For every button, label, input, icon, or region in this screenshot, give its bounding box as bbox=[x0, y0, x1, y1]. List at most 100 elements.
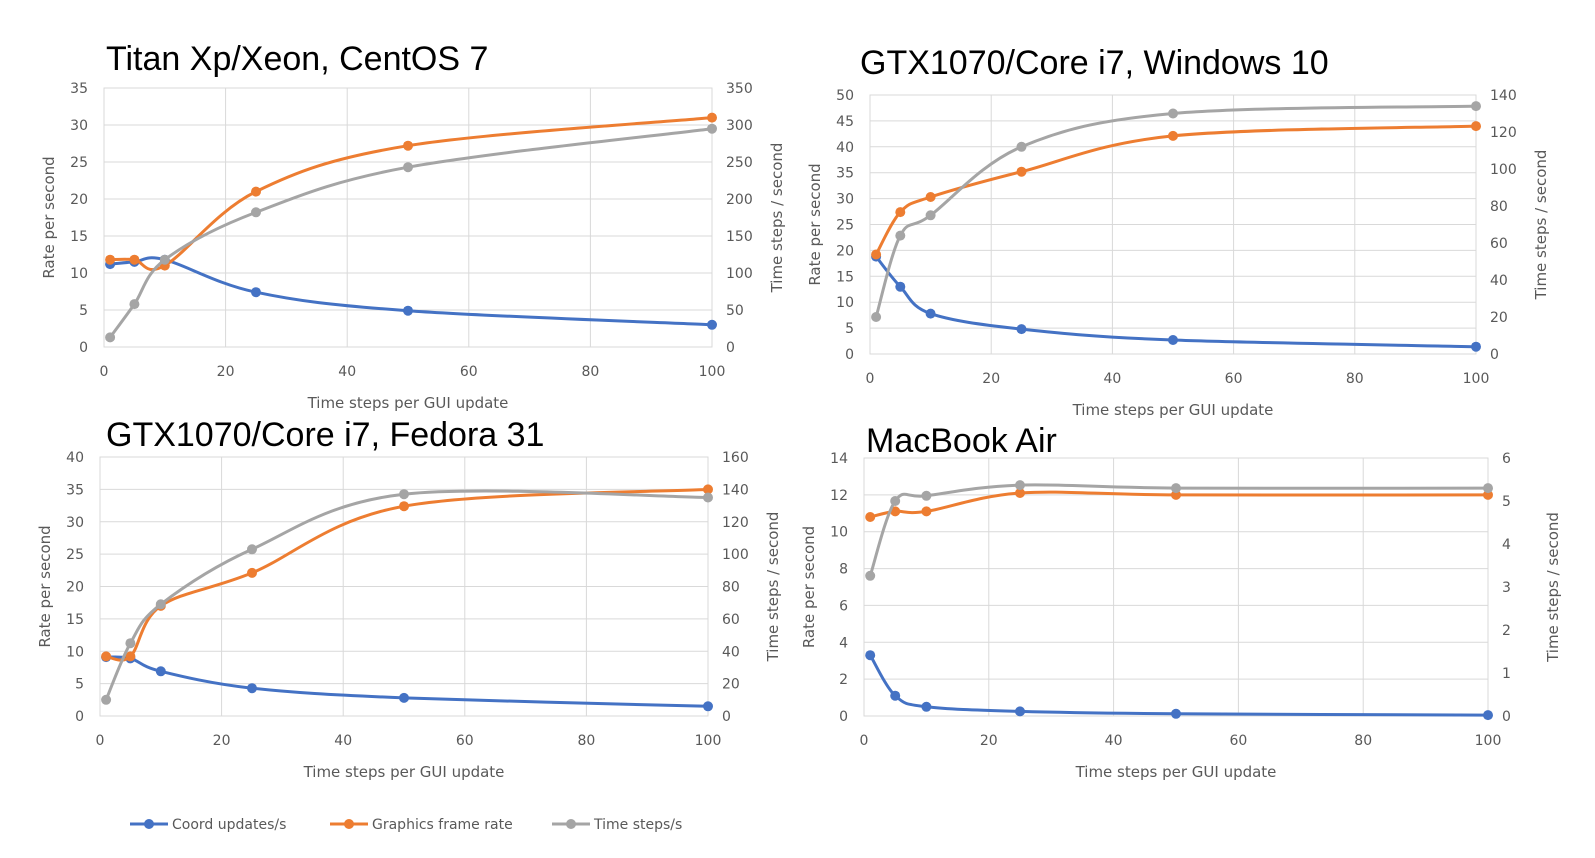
series-line bbox=[104, 487, 710, 662]
plot-area bbox=[99, 456, 709, 717]
data-point bbox=[703, 484, 713, 495]
x-tick-label: 40 bbox=[1105, 733, 1123, 749]
data-point bbox=[159, 254, 170, 265]
y2-tick-label: 120 bbox=[722, 515, 749, 531]
data-point bbox=[871, 312, 882, 322]
y2-tick-label: 0 bbox=[722, 709, 731, 725]
data-point bbox=[707, 319, 717, 330]
data-point bbox=[895, 230, 906, 241]
y2-tick-label: 50 bbox=[726, 303, 744, 319]
x-tick-label: 80 bbox=[1354, 733, 1372, 749]
x-tick-label: 60 bbox=[1229, 733, 1247, 749]
data-point bbox=[403, 162, 413, 173]
y-tick-label: 20 bbox=[70, 192, 88, 208]
y-tick-label: 10 bbox=[836, 295, 854, 311]
y2-tick-label: 140 bbox=[1490, 88, 1517, 104]
x-tick-label: 80 bbox=[581, 364, 599, 380]
data-point bbox=[1015, 480, 1025, 491]
data-point bbox=[105, 332, 116, 343]
y-tick-label: 2 bbox=[839, 672, 848, 688]
y2-tick-label: 150 bbox=[726, 229, 753, 245]
x-axis-title: Time steps per GUI update bbox=[303, 763, 505, 781]
x-tick-label: 60 bbox=[460, 364, 478, 380]
series-line bbox=[104, 489, 710, 702]
y-tick-label: 40 bbox=[66, 450, 84, 466]
data-point bbox=[1471, 121, 1481, 132]
y2-tick-label: 40 bbox=[722, 644, 740, 660]
data-point bbox=[703, 701, 713, 712]
data-point bbox=[925, 210, 936, 221]
x-tick-label: 0 bbox=[100, 364, 109, 380]
y2-tick-label: 40 bbox=[1490, 273, 1508, 289]
y2-tick-label: 250 bbox=[726, 155, 753, 171]
data-point bbox=[1471, 101, 1481, 112]
chart-panel-1: Titan Xp/Xeon, CentOS 705101520253035050… bbox=[40, 40, 786, 412]
data-point bbox=[1016, 324, 1027, 335]
y-tick-label: 4 bbox=[839, 635, 848, 651]
data-point bbox=[399, 692, 409, 703]
data-point bbox=[155, 599, 166, 610]
data-point bbox=[890, 496, 901, 506]
y-tick-label: 30 bbox=[66, 515, 84, 531]
series-2 bbox=[865, 488, 1493, 522]
chart-panel-2: GTX1070/Core i7, Windows 10 0 5 10 15 20 25 30 3… bbox=[806, 44, 1550, 419]
y-tick-label: 35 bbox=[836, 166, 854, 182]
data-point bbox=[399, 501, 409, 512]
data-point bbox=[1483, 710, 1493, 721]
data-point bbox=[403, 140, 413, 151]
data-point bbox=[101, 651, 112, 662]
legend-item: Time steps/s bbox=[552, 817, 682, 833]
y-tick-label: 35 bbox=[70, 81, 88, 97]
y-tick-label: 30 bbox=[70, 118, 88, 134]
y-tick-label: 25 bbox=[66, 547, 84, 563]
chart-title: GTX1070/Core i7, Fedora 31 bbox=[106, 416, 544, 454]
data-point bbox=[105, 254, 116, 265]
plot-area bbox=[103, 87, 713, 348]
y2-tick-label: 60 bbox=[722, 612, 740, 628]
series-3 bbox=[865, 480, 1493, 581]
y-tick-label: 0 bbox=[79, 340, 88, 356]
y-axis-title: Rate per second bbox=[806, 163, 824, 285]
data-point bbox=[1168, 335, 1178, 345]
legend-item: Graphics frame rate bbox=[330, 817, 513, 833]
y-tick-label: 0 bbox=[839, 709, 848, 725]
series-line bbox=[868, 653, 1490, 717]
data-point bbox=[895, 207, 906, 218]
data-point bbox=[1016, 166, 1027, 177]
y-tick-label: 12 bbox=[830, 488, 848, 504]
data-point bbox=[865, 650, 876, 661]
data-point bbox=[129, 299, 140, 310]
y-tick-label: 0 bbox=[845, 347, 854, 363]
series-1 bbox=[865, 650, 1493, 721]
data-point bbox=[1171, 483, 1181, 494]
x-axis-title: Time steps per GUI update bbox=[1075, 763, 1277, 781]
data-point bbox=[890, 690, 901, 701]
data-point bbox=[921, 506, 932, 517]
y-tick-label: 35 bbox=[66, 482, 84, 498]
x-axis-title: Time steps per GUI update bbox=[1072, 401, 1274, 419]
y2-tick-label: 80 bbox=[1490, 199, 1508, 215]
data-point bbox=[125, 651, 136, 662]
data-point bbox=[895, 281, 906, 292]
data-point bbox=[1015, 488, 1025, 498]
x-tick-label: 20 bbox=[213, 733, 231, 749]
series-1 bbox=[101, 652, 713, 712]
x-axis-title: Time steps per GUI update bbox=[307, 394, 509, 412]
x-tick-label: 60 bbox=[1225, 371, 1243, 387]
y2-tick-label: 20 bbox=[722, 677, 740, 693]
y2-tick-label: 100 bbox=[1490, 162, 1517, 178]
data-point bbox=[707, 112, 717, 123]
x-tick-label: 0 bbox=[860, 733, 869, 749]
series-3 bbox=[871, 101, 1481, 322]
y2-tick-label: 120 bbox=[1490, 125, 1517, 141]
y2-tick-label: 60 bbox=[1490, 236, 1508, 252]
y-tick-label: 20 bbox=[836, 243, 854, 259]
data-point bbox=[1171, 708, 1181, 719]
y-axis-title: Rate per second bbox=[36, 525, 54, 647]
data-point bbox=[703, 492, 713, 503]
data-point bbox=[1168, 130, 1178, 141]
data-point bbox=[1016, 141, 1027, 152]
y-axis-title: Rate per second bbox=[40, 156, 58, 278]
y2-tick-label: 5 bbox=[1502, 494, 1511, 510]
